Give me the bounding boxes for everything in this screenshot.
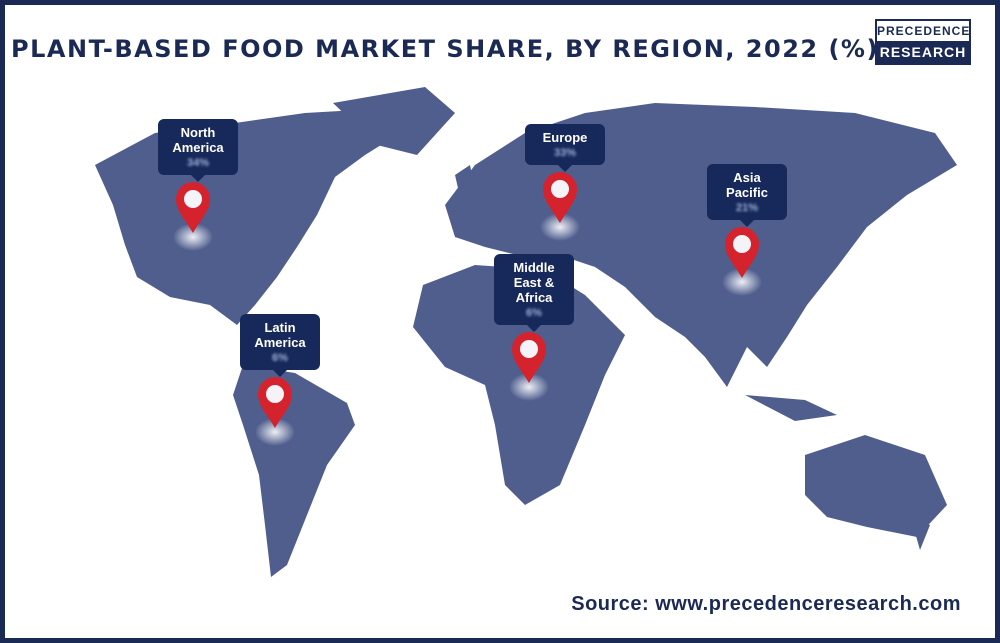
region-label: Europe 33% <box>525 124 605 172</box>
region-value: 34% <box>186 157 210 169</box>
region-label: Asia Pacific 21% <box>707 164 787 227</box>
region-name: Asia Pacific <box>726 170 768 200</box>
region-name: Middle East & Africa <box>513 260 555 305</box>
region-value: 6% <box>526 307 542 319</box>
title: PLANT-BASED FOOD MARKET SHARE, BY REGION… <box>11 35 879 63</box>
region-value: 33% <box>553 147 577 159</box>
pin <box>173 182 213 251</box>
region-name: Europe <box>542 130 588 145</box>
region-label: Latin America 6% <box>240 314 320 377</box>
map <box>95 87 957 577</box>
pin <box>255 377 295 446</box>
logo-bottom: RESEARCH <box>877 41 969 63</box>
region-name: North America <box>172 125 224 155</box>
pin <box>722 227 762 296</box>
region-label: North America 34% <box>158 119 238 182</box>
pin <box>509 332 549 401</box>
source: Source: www.precedenceresearch.com <box>571 593 961 615</box>
pins <box>173 172 762 446</box>
region-name: Latin America <box>254 320 306 350</box>
logo: PRECEDENCE RESEARCH <box>875 19 971 65</box>
region-label: Middle East & Africa 6% <box>494 254 574 332</box>
pin <box>540 172 580 241</box>
logo-top: PRECEDENCE <box>877 24 971 38</box>
region-value: 21% <box>735 202 759 214</box>
region-value: 6% <box>272 352 288 364</box>
